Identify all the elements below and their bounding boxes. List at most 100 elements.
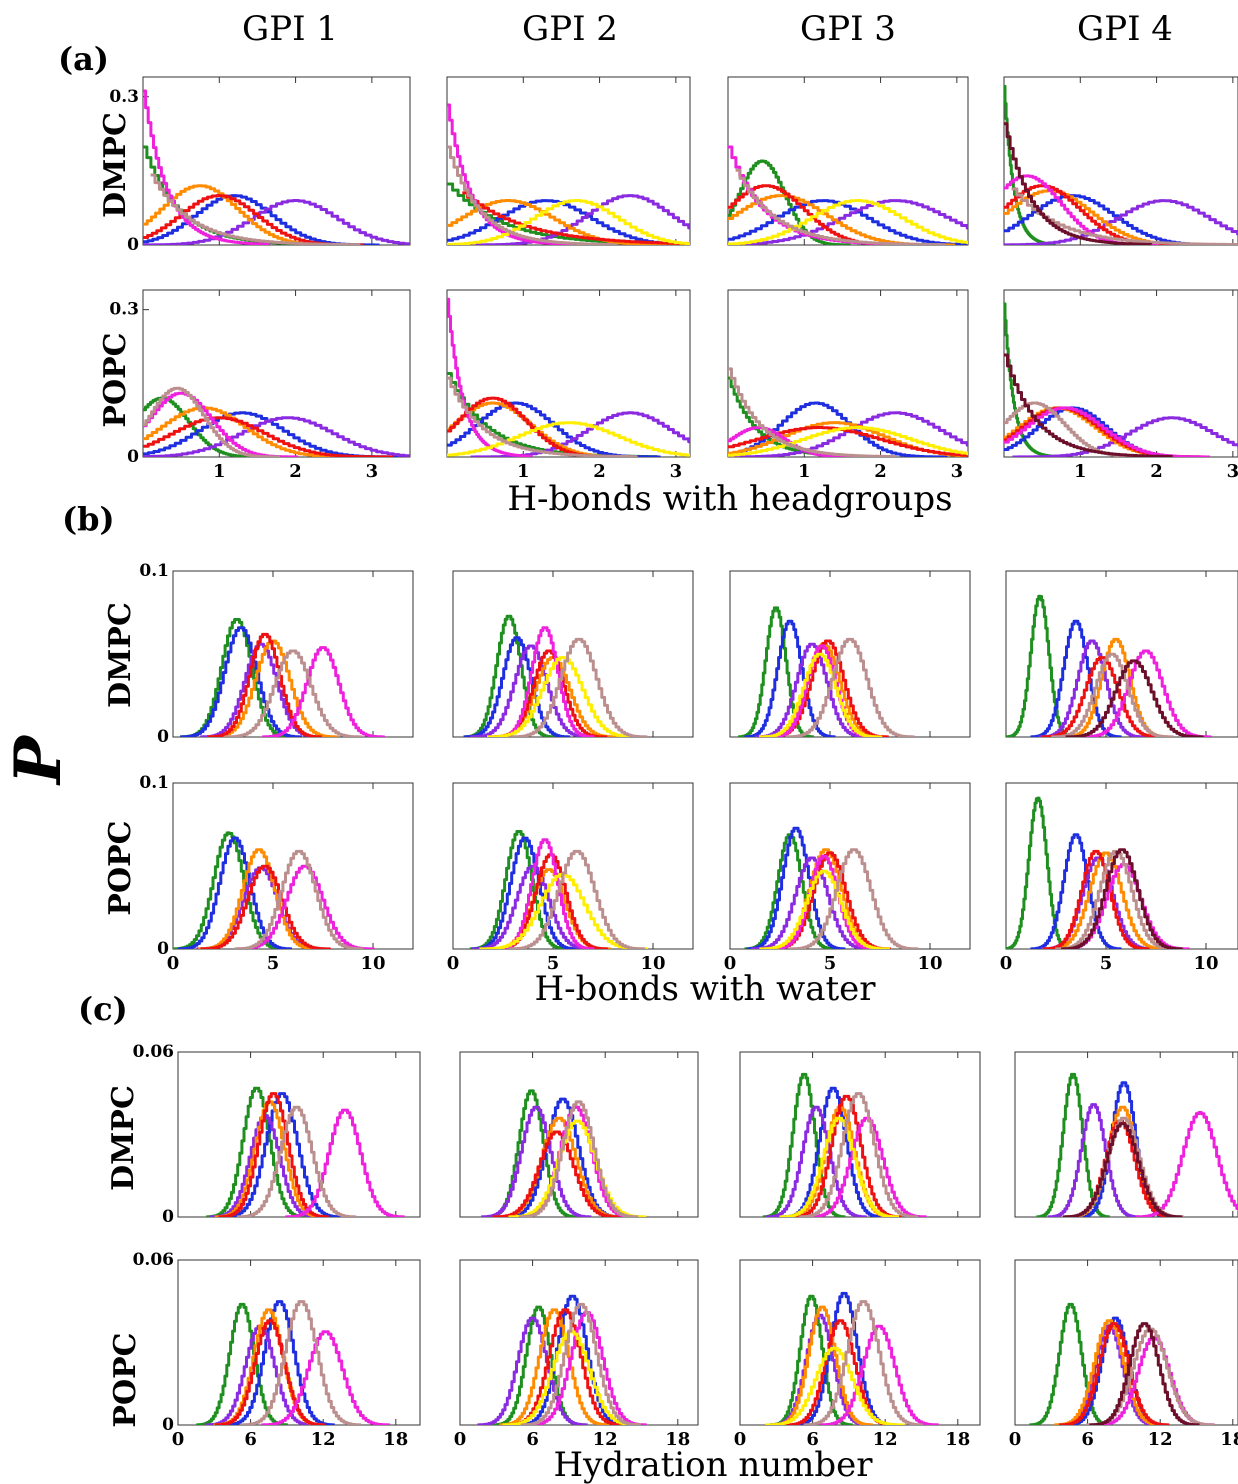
series-line-6 xyxy=(1051,652,1175,737)
x-tick-label: 18 xyxy=(383,1429,408,1450)
plot-frame xyxy=(446,76,691,246)
series-line-4 xyxy=(492,649,608,737)
subplot-c-gpi4-popc: 0 6 12 18 xyxy=(1009,1259,1238,1450)
series-line-1 xyxy=(222,1092,342,1217)
series-line-6 xyxy=(236,1105,357,1217)
series-group xyxy=(447,103,690,245)
plot-frame xyxy=(446,289,691,458)
series-line-0 xyxy=(173,831,286,949)
x-tick-label: 0 xyxy=(734,1429,747,1450)
x-axis-label-a: H-bonds with headgroups xyxy=(507,479,952,519)
series-line-7 xyxy=(447,376,638,457)
y-tick-label: 0.3 xyxy=(109,300,139,320)
series-line-6 xyxy=(759,652,883,737)
subplot-b-gpi1-dmpc: 00.1 xyxy=(139,561,414,747)
x-tick-label: 6 xyxy=(244,1429,257,1450)
panel-tag-c: (c) xyxy=(78,990,128,1028)
subplot-a-gpi4-dmpc xyxy=(1003,76,1238,246)
y-axis-symbol: P xyxy=(1,734,76,786)
series-group xyxy=(738,606,915,737)
series-line-7 xyxy=(1065,659,1204,737)
subplot-c-gpi2-popc: 0 6 12 18 xyxy=(454,1259,699,1450)
series-line-2 xyxy=(1038,639,1146,737)
plot-frame xyxy=(1014,1259,1238,1426)
plot-frame xyxy=(459,1051,699,1218)
series-line-3 xyxy=(143,406,364,457)
series-group xyxy=(762,1072,927,1217)
series-line-6 xyxy=(728,199,968,245)
y-tick-label: 0 xyxy=(162,1415,174,1435)
series-line-5 xyxy=(261,1330,390,1425)
column-title-gpi2: GPI 2 xyxy=(522,9,618,49)
series-line-5 xyxy=(1135,1111,1238,1217)
series-line-4 xyxy=(1041,656,1165,737)
series-line-1 xyxy=(178,836,292,949)
x-tick-label: 5 xyxy=(547,953,560,974)
series-line-6 xyxy=(143,386,281,457)
x-tick-label: 18 xyxy=(1220,1429,1238,1450)
series-line-6 xyxy=(487,656,641,737)
series-line-6 xyxy=(241,1300,362,1425)
series-line-6 xyxy=(779,1116,899,1217)
subplot-c-gpi3-dmpc xyxy=(739,1051,981,1218)
x-tick-label: 1 xyxy=(1074,461,1087,482)
series-line-5 xyxy=(262,646,386,737)
series-line-3 xyxy=(765,848,887,949)
series-line-0 xyxy=(744,833,836,949)
series-line-6 xyxy=(150,173,361,245)
subplot-c-gpi3-popc: 0 6 12 18 xyxy=(734,1259,981,1450)
subplot-c-gpi1-popc: 0 6 12 18 0 0.06 xyxy=(133,1250,421,1450)
x-tick-label: 3 xyxy=(670,461,683,482)
series-line-1 xyxy=(471,836,579,949)
subplot-b-gpi4-dmpc xyxy=(1005,570,1238,738)
series-line-0 xyxy=(463,614,555,737)
subplot-a-gpi2-popc: 1 2 3 xyxy=(446,289,691,482)
row-label-b-dmpc: DMPC xyxy=(103,602,138,708)
y-tick-label: 0 xyxy=(127,235,139,255)
series-line-5 xyxy=(1094,1335,1216,1425)
x-tick-label: 18 xyxy=(665,1429,690,1450)
series-line-0 xyxy=(728,376,877,457)
plot-frame xyxy=(729,570,971,738)
series-line-3 xyxy=(447,199,682,245)
series-line-1 xyxy=(517,1294,628,1425)
x-tick-label: 18 xyxy=(945,1429,970,1450)
series-line-2 xyxy=(1047,1103,1140,1217)
subplot-b-gpi4-popc: 0 5 10 xyxy=(1000,782,1238,974)
series-group xyxy=(180,618,386,737)
x-tick-label: 2 xyxy=(593,461,606,482)
series-line-2 xyxy=(728,411,968,457)
row-label-c-popc: POPC xyxy=(108,1332,143,1427)
row-label-c-dmpc: DMPC xyxy=(106,1085,141,1191)
subplot-c-gpi2-dmpc xyxy=(459,1051,699,1218)
series-group xyxy=(1029,1302,1216,1425)
y-tick-label: 0.1 xyxy=(139,773,169,793)
x-tick-label: 1 xyxy=(798,461,811,482)
series-line-5 xyxy=(819,1324,939,1425)
series-line-7 xyxy=(789,848,919,949)
x-tick-label: 3 xyxy=(951,461,964,482)
subplot-a-gpi1-dmpc: 00.3 xyxy=(109,76,411,255)
series-line-4 xyxy=(208,632,322,737)
series-line-2 xyxy=(143,199,410,245)
series-line-7 xyxy=(1061,848,1183,949)
panel-tag-b: (b) xyxy=(62,500,115,538)
x-tick-label: 12 xyxy=(873,1429,898,1450)
series-line-2 xyxy=(751,856,875,949)
series-line-5 xyxy=(1081,649,1213,737)
y-tick-label: 0.3 xyxy=(109,87,139,107)
x-tick-label: 0 xyxy=(454,1429,467,1450)
series-line-4 xyxy=(214,1319,326,1425)
series-line-7 xyxy=(785,637,915,737)
x-tick-label: 0 xyxy=(724,953,737,974)
series-line-7 xyxy=(518,1100,639,1217)
plot-frame xyxy=(1003,289,1238,458)
x-tick-label: 0 xyxy=(172,1429,185,1450)
x-tick-label: 2 xyxy=(874,461,887,482)
series-line-0 xyxy=(1006,796,1073,949)
x-tick-label: 5 xyxy=(1100,953,1113,974)
plot-frame xyxy=(1014,1051,1238,1218)
series-line-5 xyxy=(447,103,573,245)
series-line-4 xyxy=(143,416,394,457)
